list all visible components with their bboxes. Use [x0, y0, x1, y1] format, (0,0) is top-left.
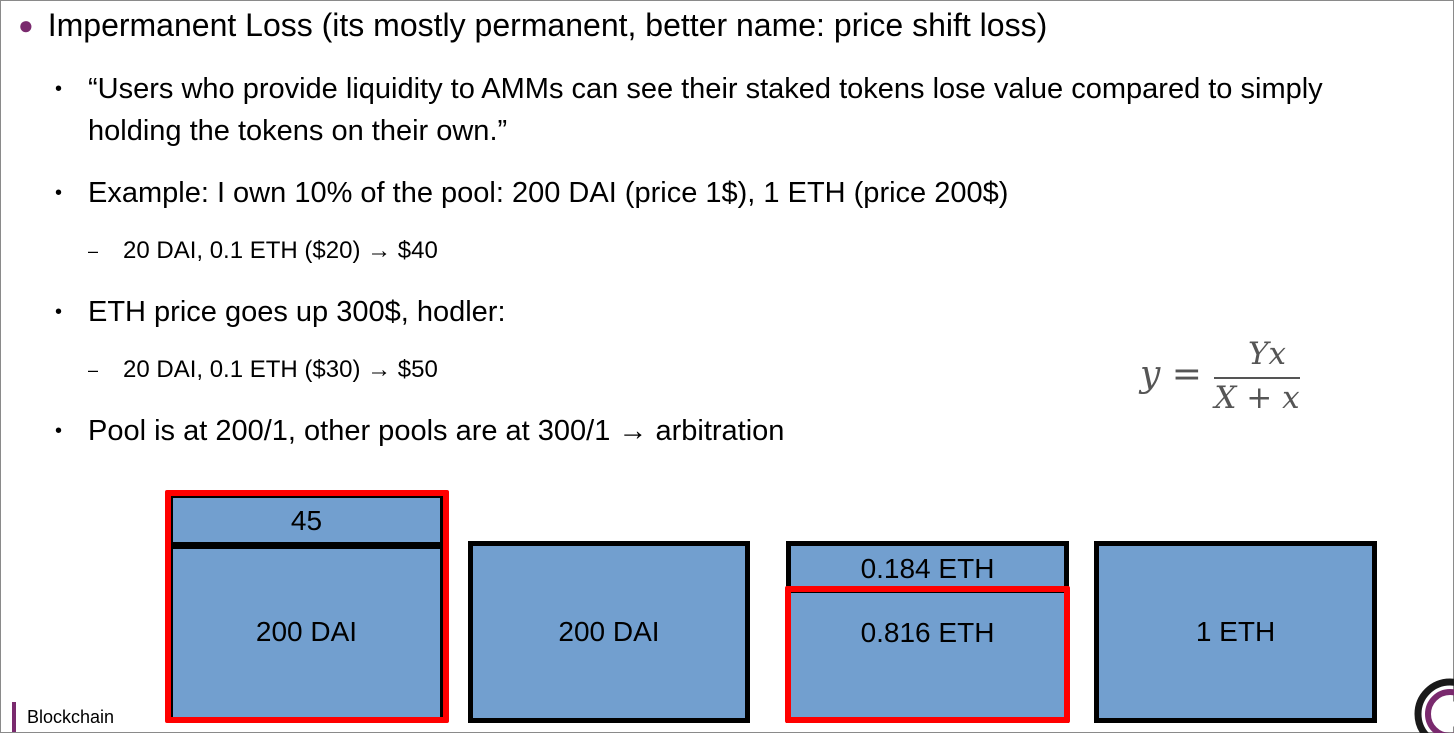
box-eth-removed-label: 0.184 ETH [860, 553, 995, 584]
bullet-dot-icon: • [55, 420, 63, 442]
footer-accent-bar [12, 702, 16, 732]
box-dai-extra-divider [168, 493, 445, 549]
university-logo-icon [1414, 678, 1454, 733]
formula-numerator: Yx [1248, 336, 1286, 372]
dash-icon: – [88, 360, 99, 380]
title-text: Impermanent Loss (its mostly permanent, … [47, 7, 1048, 43]
formula-lhs: y = [1140, 354, 1202, 395]
bullet-price-up-text: ETH price goes up 300$, hodler: [88, 296, 506, 328]
box-dai-extra-label: 45 [290, 505, 323, 536]
box-eth-pool-label: 0.816 ETH [860, 617, 995, 648]
fraction-bar [1214, 377, 1300, 379]
sub-bullet-example-text: 20 DAI, 0.1 ETH ($20) → $40 [123, 237, 438, 264]
bullet-example-text: Example: I own 10% of the pool: 200 DAI … [88, 177, 1009, 209]
footer-label: Blockchain [27, 707, 115, 727]
bullet-quote-line1: “Users who provide liquidity to AMMs can… [88, 73, 1323, 105]
bullet-quote-line2: holding the tokens on their own.” [88, 115, 508, 147]
bullet-dot-icon: • [55, 301, 63, 323]
bullet-dot-icon: • [55, 78, 63, 100]
box-dai-pool: 200 DAI [168, 542, 445, 722]
amm-formula: y = Yx X + x [1140, 336, 1310, 422]
slide-title: ● Impermanent Loss (its mostly permanent,… [18, 3, 1047, 47]
bullet-dot-icon: • [55, 182, 63, 204]
box-dai-hodl: 200 DAI [468, 541, 750, 723]
box-eth-hodl: 1 ETH [1094, 541, 1377, 723]
box-dai-hodl-label: 200 DAI [558, 616, 660, 647]
formula-denominator: X + x [1214, 380, 1300, 416]
box-eth-hodl-label: 1 ETH [1195, 616, 1276, 647]
box-dai-pool-label: 200 DAI [255, 616, 358, 647]
dash-icon: – [88, 241, 99, 261]
title-bullet-icon: ● [18, 10, 34, 40]
sub-bullet-price-up-text: 20 DAI, 0.1 ETH ($30) → $50 [123, 356, 438, 383]
highlight-box-dai [165, 490, 449, 723]
highlight-box-eth [785, 586, 1070, 723]
bullet-arbitration-text: Pool is at 200/1, other pools are at 300… [88, 415, 785, 447]
